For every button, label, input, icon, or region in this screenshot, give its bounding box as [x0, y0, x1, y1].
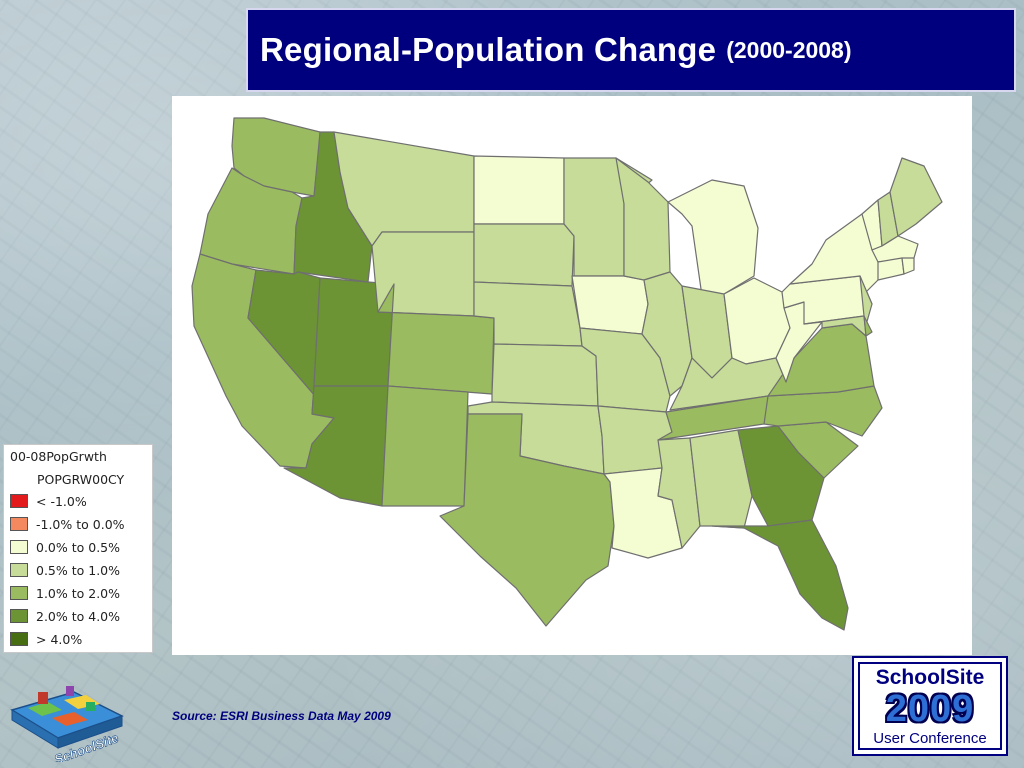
map-legend: 00-08PopGrwth POPGRW00CY < -1.0% -1.0% t…: [3, 444, 153, 653]
state-ri: [901, 257, 915, 275]
state-ks: [491, 343, 599, 407]
conference-logo-caption: User Conference: [873, 730, 987, 747]
legend-swatch: [10, 494, 28, 508]
legend-title: 00-08PopGrwth: [10, 449, 107, 464]
legend-label: 0.0% to 0.5%: [36, 539, 121, 555]
legend-swatch: [10, 517, 28, 531]
state-il: [641, 271, 693, 397]
legend-label: -1.0% to 0.0%: [36, 516, 125, 532]
legend-field-name: POPGRW00CY: [37, 472, 125, 487]
legend-swatch: [10, 609, 28, 623]
legend-item: 0.5% to 1.0%: [10, 561, 120, 579]
legend-item: -1.0% to 0.0%: [10, 515, 125, 533]
state-me: [889, 157, 943, 237]
conference-logo: SchoolSite 2009 User Conference: [852, 656, 1008, 756]
legend-label: 2.0% to 4.0%: [36, 608, 121, 624]
legend-item: 2.0% to 4.0%: [10, 607, 120, 625]
conference-logo-brand: SchoolSite: [875, 666, 985, 689]
conference-logo-frame: SchoolSite 2009 User Conference: [858, 662, 1002, 750]
state-de: [863, 315, 873, 337]
legend-label: 1.0% to 2.0%: [36, 585, 121, 601]
legend-item: > 4.0%: [10, 630, 82, 648]
state-nd: [473, 155, 565, 225]
legend-swatch: [10, 586, 28, 600]
slide-title: Regional-Population Change: [260, 31, 717, 68]
legend-swatch: [10, 632, 28, 646]
legend-label: < -1.0%: [36, 493, 87, 509]
slide-title-years: (2000-2008): [726, 36, 852, 63]
legend-item: < -1.0%: [10, 492, 87, 510]
us-state-map: [191, 117, 943, 631]
legend-item: 0.0% to 0.5%: [10, 538, 120, 556]
state-ct: [877, 257, 905, 281]
legend-swatch: [10, 540, 28, 554]
legend-item: 1.0% to 2.0%: [10, 584, 120, 602]
source-credit: Source: ESRI Business Data May 2009: [172, 709, 391, 723]
legend-label: > 4.0%: [36, 631, 83, 647]
state-nm: [381, 385, 469, 507]
schoolsite-logo-graphic: SchoolSite: [10, 686, 124, 768]
state-fl: [711, 519, 849, 631]
state-sd: [473, 223, 575, 287]
map-panel: [172, 96, 972, 655]
conference-logo-year: 2009: [885, 688, 975, 730]
legend-swatch: [10, 563, 28, 577]
slide-title-bar: Regional-Population Change (2000-2008): [246, 8, 1016, 92]
state-ia: [571, 275, 649, 335]
legend-label: 0.5% to 1.0%: [36, 562, 121, 578]
schoolsite-logo: SchoolSite: [8, 682, 128, 768]
state-mi: [667, 179, 759, 297]
